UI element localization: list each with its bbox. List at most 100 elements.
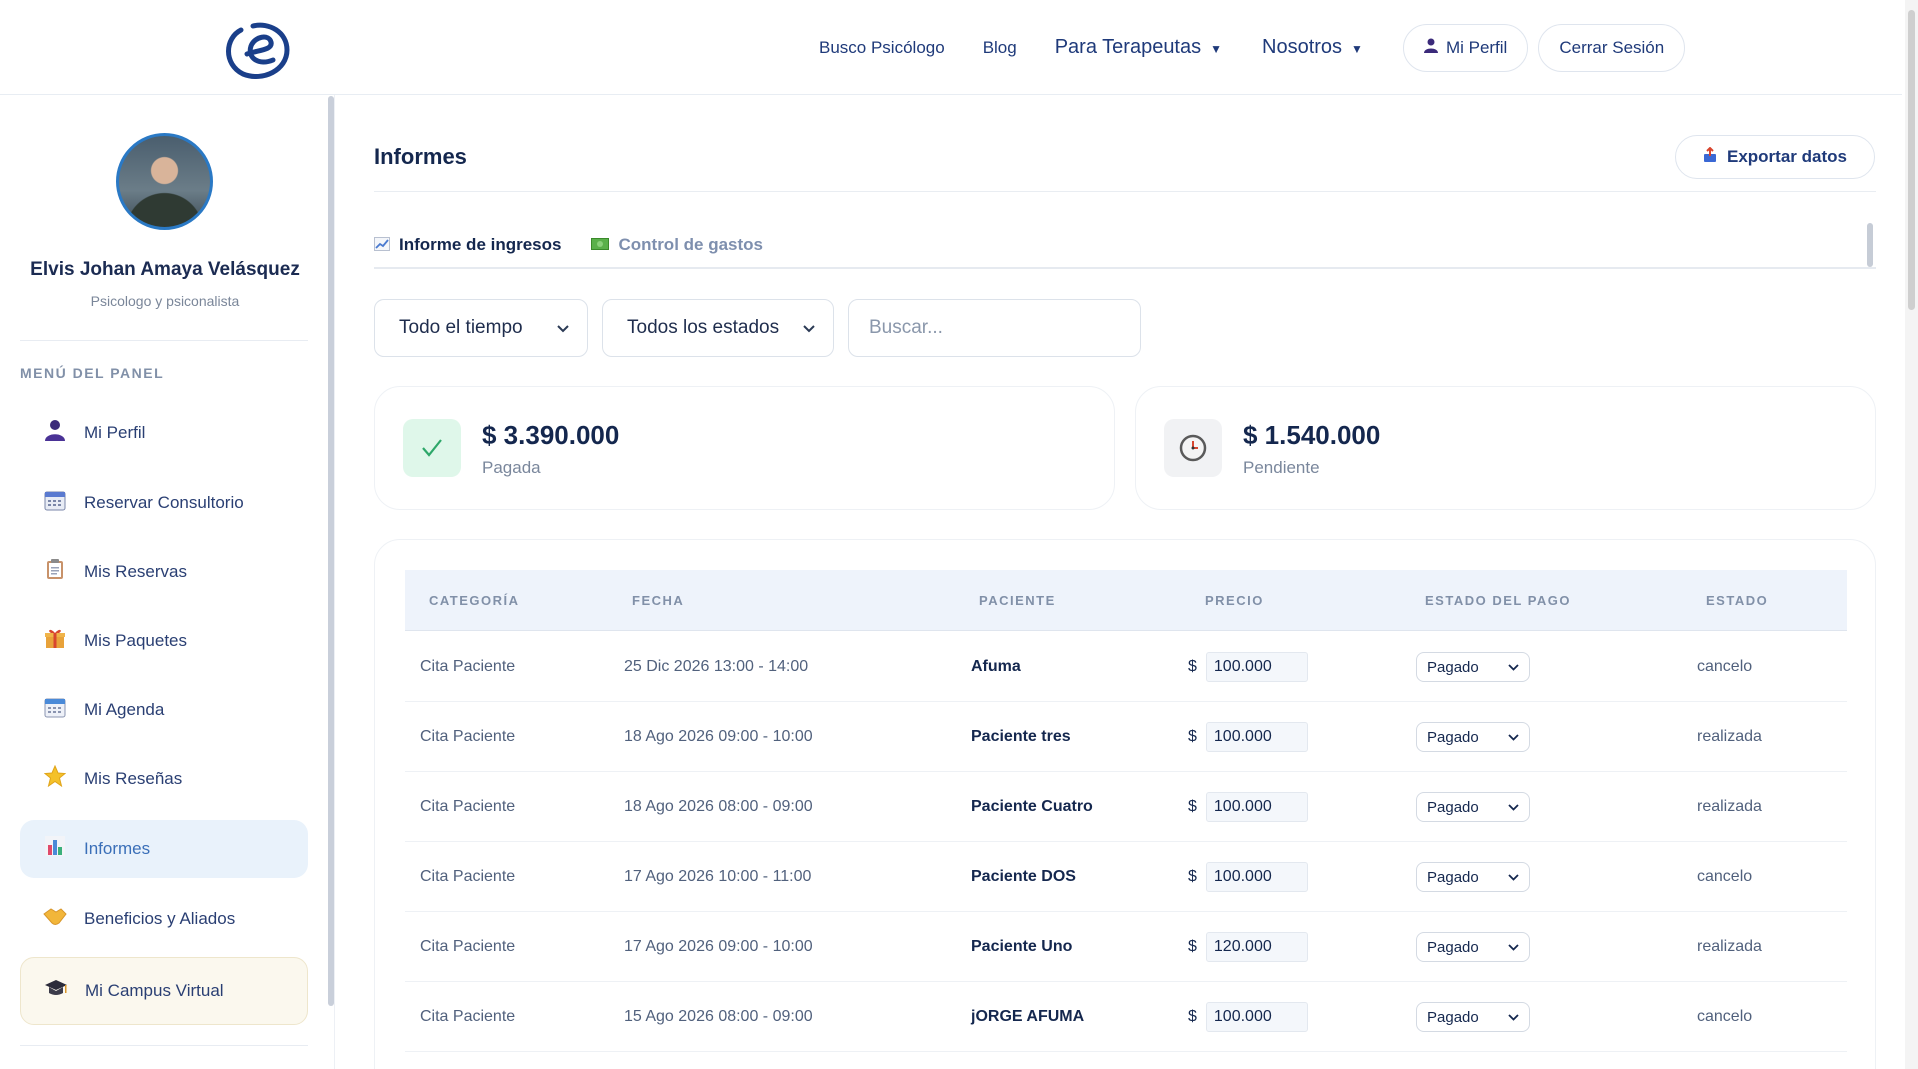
cell-precio: $ (1188, 982, 1308, 1052)
cell-paciente: Paciente Uno (971, 938, 1073, 955)
sidebar-item-label: Mi Agenda (84, 700, 165, 719)
price-input[interactable] (1205, 792, 1308, 822)
cell-fecha: 18 Ago 2026 08:00 - 09:00 (624, 798, 813, 815)
page-scrollbar[interactable] (1905, 0, 1918, 1069)
export-data-button[interactable]: Exportar datos (1675, 135, 1875, 179)
mi-perfil-button[interactable]: Mi Perfil (1402, 23, 1529, 72)
search-input[interactable] (848, 299, 1141, 357)
currency-symbol: $ (1188, 868, 1197, 885)
tab-label: Informe de ingresos (399, 235, 562, 254)
price-input[interactable] (1205, 932, 1308, 962)
nav-blog[interactable]: Blog (982, 37, 1017, 57)
price-group: $ (1188, 792, 1308, 822)
clipboard-icon (42, 558, 68, 586)
page-scrollbar-thumb[interactable] (1908, 10, 1915, 310)
tabs-scrollbar[interactable] (1867, 223, 1873, 267)
cell-estado-pago: Pagado (1416, 912, 1530, 982)
period-select-value: Todo el tiempo (399, 317, 523, 338)
chevron-down-icon (1508, 870, 1519, 884)
stat-card-pendiente: $ 1.540.000 Pendiente (1135, 386, 1876, 510)
export-label: Exportar datos (1727, 147, 1847, 166)
sidebar: Elvis Johan Amaya Velásquez Psicologo y … (0, 95, 335, 1069)
stat-amount: $ 3.390.000 (482, 420, 620, 450)
payment-status-value: Pagado (1427, 658, 1479, 676)
payment-status-value: Pagado (1427, 728, 1479, 746)
price-input[interactable] (1205, 1002, 1308, 1032)
sidebar-item-reservar-consultorio[interactable]: Reservar Consultorio (20, 474, 308, 532)
nav-busco-psicologo[interactable]: Busco Psicólogo (819, 37, 945, 57)
mi-perfil-label: Mi Perfil (1445, 37, 1508, 57)
cell-fecha: 17 Ago 2026 10:00 - 11:00 (624, 868, 812, 885)
divider (20, 340, 308, 341)
sidebar-item-beneficios-aliados[interactable]: Beneficios y Aliados (20, 890, 308, 948)
tab-informe-ingresos[interactable]: Informe de ingresos (374, 235, 561, 255)
cell-estado-pago: Pagado (1416, 632, 1530, 702)
star-icon (42, 764, 68, 793)
payment-status-select[interactable]: Pagado (1416, 792, 1530, 822)
price-group: $ (1188, 1002, 1308, 1032)
chevron-down-icon (1508, 800, 1519, 814)
sidebar-scrollbar[interactable] (328, 96, 334, 1006)
payment-status-select[interactable]: Pagado (1416, 652, 1530, 682)
currency-symbol: $ (1188, 938, 1197, 955)
period-select[interactable]: Todo el tiempo (374, 299, 588, 357)
sidebar-item-mis-resenas[interactable]: Mis Reseñas (20, 750, 308, 808)
calendar-icon (42, 489, 68, 517)
price-group: $ (1188, 652, 1308, 682)
sidebar-item-label: Mis Reservas (84, 562, 187, 581)
col-header-estado: ESTADO (1706, 593, 1769, 608)
tab-control-gastos[interactable]: Control de gastos (591, 235, 763, 255)
currency-symbol: $ (1188, 1008, 1197, 1025)
sidebar-item-informes[interactable]: Informes (20, 820, 308, 878)
price-input[interactable] (1205, 862, 1308, 892)
col-header-precio: PRECIO (1205, 593, 1264, 608)
clock-icon (1164, 419, 1222, 477)
sidebar-item-mi-agenda[interactable]: Mi Agenda (20, 681, 308, 739)
nav-nosotros-label: Nosotros (1262, 36, 1343, 58)
profile-name: Elvis Johan Amaya Velásquez (30, 259, 300, 280)
payment-status-select[interactable]: Pagado (1416, 862, 1530, 892)
status-select-value: Todos los estados (627, 317, 780, 338)
currency-symbol: $ (1188, 798, 1197, 815)
status-select[interactable]: Todos los estados (602, 299, 834, 357)
cell-paciente: Paciente Cuatro (971, 798, 1093, 815)
sidebar-item-mi-perfil[interactable]: Mi Perfil (20, 404, 308, 462)
nav-nosotros[interactable]: Nosotros ▼ (1262, 36, 1363, 59)
cell-fecha: 15 Ago 2026 08:00 - 09:00 (624, 1008, 813, 1025)
cerrar-sesion-label: Cerrar Sesión (1559, 37, 1665, 57)
nav-para-terapeutas-label: Para Terapeutas (1054, 36, 1202, 58)
logo-icon[interactable] (219, 16, 293, 80)
bar-chart-icon (42, 835, 68, 863)
cell-categoria: Cita Paciente (420, 728, 516, 745)
table-header: CATEGORÍA FECHA PACIENTE PRECIO ESTADO D… (405, 570, 1847, 631)
tab-underline (374, 267, 1876, 269)
nav-para-terapeutas[interactable]: Para Terapeutas ▼ (1055, 36, 1222, 59)
table-row: Cita Paciente 18 Ago 2026 08:00 - 09:00 … (405, 772, 1847, 842)
table-row: Cita Paciente 17 Ago 2026 10:00 - 11:00 … (405, 842, 1847, 912)
price-input[interactable] (1205, 722, 1308, 752)
check-icon (403, 419, 461, 477)
cell-estado-pago: Pagado (1416, 982, 1530, 1052)
cell-precio: $ (1188, 842, 1308, 912)
sidebar-item-label: Mis Paquetes (84, 631, 187, 650)
page-title: Informes (374, 144, 467, 169)
cerrar-sesion-button[interactable]: Cerrar Sesión (1538, 23, 1686, 72)
agenda-icon (42, 696, 68, 724)
cell-categoria: Cita Paciente (420, 798, 516, 815)
price-input[interactable] (1205, 652, 1308, 682)
col-header-paciente: PACIENTE (979, 593, 1056, 608)
export-icon (1703, 146, 1717, 168)
payment-status-select[interactable]: Pagado (1416, 932, 1530, 962)
sidebar-item-mis-reservas[interactable]: Mis Reservas (20, 543, 308, 601)
chart-up-icon (374, 236, 390, 254)
avatar (116, 133, 213, 230)
chevron-down-icon (1508, 940, 1519, 954)
cell-estado: realizada (1697, 938, 1762, 955)
payment-status-select[interactable]: Pagado (1416, 722, 1530, 752)
sidebar-item-mi-campus-virtual[interactable]: Mi Campus Virtual (20, 957, 308, 1025)
sidebar-item-label: Mi Campus Virtual (85, 981, 224, 1000)
sidebar-item-mis-paquetes[interactable]: Mis Paquetes (20, 612, 308, 670)
divider (20, 1045, 308, 1046)
payment-status-select[interactable]: Pagado (1416, 1002, 1530, 1032)
cell-estado: realizada (1697, 798, 1762, 815)
